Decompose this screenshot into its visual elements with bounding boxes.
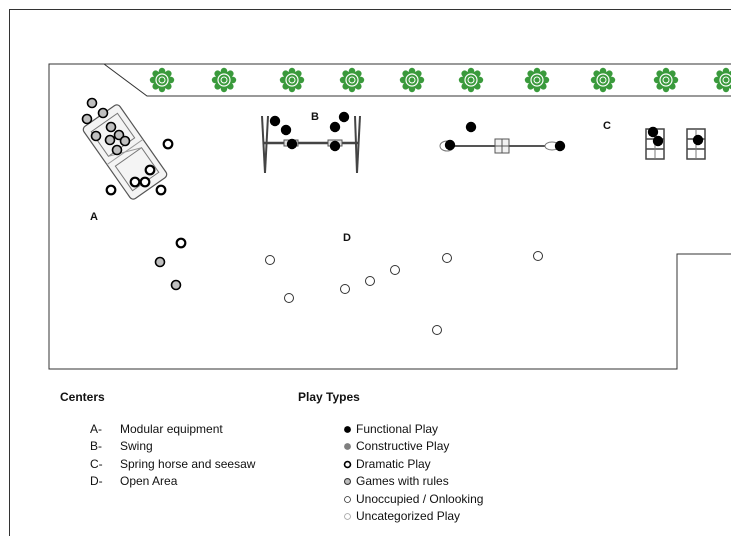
functional-marker <box>554 140 566 152</box>
functional-marker <box>652 135 664 147</box>
unoccupied-marker <box>432 325 442 335</box>
centers-legend-title: Centers <box>60 390 105 404</box>
functional-markers <box>269 111 704 152</box>
dramatic-marker <box>105 184 117 196</box>
centers-legend: Centers A- Modular equipment B- Swing C-… <box>60 389 255 491</box>
functional-marker <box>269 115 281 127</box>
center-name: Swing <box>120 439 153 453</box>
shrub-icon <box>399 67 425 93</box>
center-label-c: C <box>603 120 611 132</box>
shrub-icon <box>149 67 175 93</box>
dramatic-play-marker-icon <box>343 460 352 469</box>
dramatic-marker <box>175 237 187 249</box>
constructive-play-marker-icon <box>344 443 351 451</box>
modular-equipment-icon <box>82 104 168 200</box>
shrub-icon <box>713 67 731 93</box>
games-marker <box>119 135 131 147</box>
dramatic-marker <box>139 176 151 188</box>
shrub-icon <box>524 67 550 93</box>
center-key: C- <box>90 456 103 471</box>
functional-marker <box>465 121 477 133</box>
games-with-rules-marker-icon <box>343 478 352 486</box>
center-label-d: D <box>343 232 351 244</box>
shrub-icon <box>279 67 305 93</box>
uncategorized-play-marker-icon <box>344 513 351 521</box>
page-frame-left-edge <box>9 9 10 536</box>
dramatic-marker <box>155 184 167 196</box>
play-type-entry: Dramatic Play <box>343 456 483 474</box>
play-type-label: Games with rules <box>356 474 449 488</box>
games-marker <box>105 121 117 133</box>
unoccupied-marker <box>284 293 294 303</box>
play-type-label: Functional Play <box>356 421 439 436</box>
unoccupied-marker <box>390 265 400 275</box>
shrub-icon <box>458 67 484 93</box>
games-marker <box>113 129 125 141</box>
center-name: Spring horse and seesaw <box>120 456 256 471</box>
center-name: Open Area <box>120 474 178 488</box>
functional-marker <box>280 124 292 136</box>
functional-marker <box>329 140 341 152</box>
play-type-entry: Constructive Play <box>343 438 483 456</box>
play-types-legend-title: Play Types <box>298 390 360 404</box>
games-marker <box>97 107 109 119</box>
shrub-icon <box>211 67 237 93</box>
dramatic-marker <box>144 164 156 176</box>
shrub-icon <box>653 67 679 93</box>
playground-boundary <box>48 63 731 370</box>
functional-marker <box>338 111 350 123</box>
play-type-entry: Functional Play <box>343 421 483 439</box>
unoccupied-marker <box>340 284 350 294</box>
unoccupied-marker <box>265 255 275 265</box>
functional-marker <box>286 138 298 150</box>
seesaw-icon <box>439 138 560 154</box>
play-type-entry: Uncategorized Play <box>343 508 483 526</box>
center-key: D- <box>90 474 103 488</box>
functional-marker <box>329 121 341 133</box>
playground-map: A B C D <box>48 63 731 370</box>
functional-marker <box>444 139 456 151</box>
center-key: B- <box>90 439 102 453</box>
games-marker <box>154 256 166 268</box>
center-label-a: A <box>90 211 98 223</box>
play-type-label: Dramatic Play <box>356 456 431 471</box>
functional-play-marker-icon <box>344 425 351 433</box>
center-entry: D- Open Area <box>90 473 255 491</box>
page-frame-top-edge <box>9 9 731 10</box>
center-label-b: B <box>311 111 319 123</box>
games-marker <box>90 130 102 142</box>
center-key: A- <box>90 421 102 436</box>
games-marker <box>86 97 98 109</box>
play-type-label: Uncategorized Play <box>356 509 461 523</box>
play-type-label: Constructive Play <box>356 439 450 453</box>
games-marker <box>81 113 93 125</box>
play-type-entry: Unoccupied / Onlooking <box>343 491 483 509</box>
unoccupied-marker-icon <box>344 495 351 503</box>
dramatic-markers <box>105 138 187 249</box>
dramatic-marker <box>129 176 141 188</box>
unoccupied-markers <box>265 251 543 335</box>
shrub-icon <box>339 67 365 93</box>
center-name: Modular equipment <box>120 421 223 436</box>
functional-marker <box>647 126 659 138</box>
dramatic-marker <box>162 138 174 150</box>
unoccupied-marker <box>442 253 452 263</box>
unoccupied-marker <box>365 276 375 286</box>
games-marker <box>111 144 123 156</box>
center-entry: C- Spring horse and seesaw <box>90 456 255 474</box>
unoccupied-marker <box>533 251 543 261</box>
play-type-entry: Games with rules <box>343 473 483 491</box>
play-type-label: Unoccupied / Onlooking <box>356 491 484 506</box>
games-marker <box>170 279 182 291</box>
shrub-icon <box>590 67 616 93</box>
games-markers <box>81 97 182 291</box>
shrub-row <box>149 67 731 93</box>
games-marker <box>104 134 116 146</box>
functional-marker <box>692 134 704 146</box>
center-entry: A- Modular equipment <box>90 421 255 439</box>
center-entry: B- Swing <box>90 438 255 456</box>
play-types-legend: Play Types Functional Play Constructive … <box>298 389 483 526</box>
